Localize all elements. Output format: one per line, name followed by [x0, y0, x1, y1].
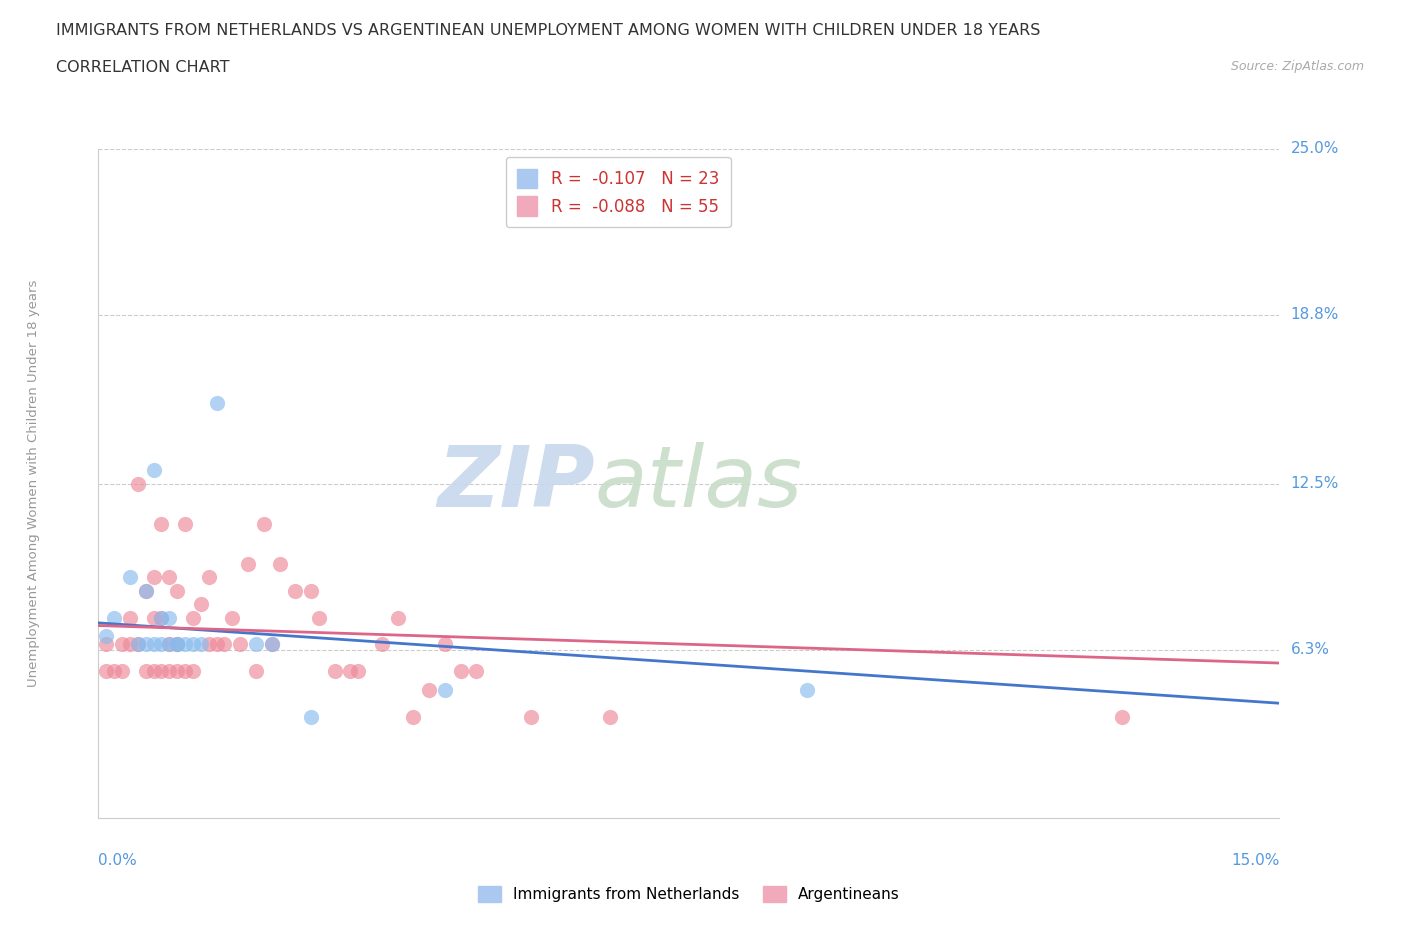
Point — [260, 637, 283, 652]
Point — [166, 637, 188, 652]
Point — [157, 570, 180, 585]
Point — [157, 637, 180, 652]
Point — [245, 664, 267, 679]
Point — [96, 664, 118, 679]
Point — [181, 637, 204, 652]
Point — [166, 637, 188, 652]
Point — [253, 516, 276, 531]
Point — [450, 664, 472, 679]
Point — [339, 664, 361, 679]
Point — [150, 664, 173, 679]
Text: CORRELATION CHART: CORRELATION CHART — [56, 60, 229, 75]
Point — [269, 556, 291, 571]
Point — [174, 637, 197, 652]
Point — [402, 710, 425, 724]
Point — [205, 637, 228, 652]
Point — [520, 710, 543, 724]
Point — [433, 683, 456, 698]
Point — [418, 683, 440, 698]
Point — [166, 637, 188, 652]
Point — [142, 463, 165, 478]
Point — [142, 637, 165, 652]
Point — [127, 637, 149, 652]
Point — [135, 583, 157, 598]
Point — [197, 637, 219, 652]
Point — [181, 610, 204, 625]
Point — [157, 637, 180, 652]
Point — [142, 570, 165, 585]
Text: 12.5%: 12.5% — [1291, 476, 1339, 491]
Point — [371, 637, 394, 652]
Point — [433, 637, 456, 652]
Legend: R =  -0.107   N = 23, R =  -0.088   N = 55: R = -0.107 N = 23, R = -0.088 N = 55 — [506, 157, 731, 227]
Point — [284, 583, 307, 598]
Point — [150, 610, 173, 625]
Point — [323, 664, 346, 679]
Point — [135, 637, 157, 652]
Point — [135, 583, 157, 598]
Text: ZIP: ZIP — [437, 442, 595, 525]
Point — [157, 610, 180, 625]
Point — [96, 637, 118, 652]
Text: 18.8%: 18.8% — [1291, 307, 1339, 323]
Point — [299, 710, 322, 724]
Point — [135, 664, 157, 679]
Point — [347, 664, 370, 679]
Point — [142, 664, 165, 679]
Point — [299, 583, 322, 598]
Text: IMMIGRANTS FROM NETHERLANDS VS ARGENTINEAN UNEMPLOYMENT AMONG WOMEN WITH CHILDRE: IMMIGRANTS FROM NETHERLANDS VS ARGENTINE… — [56, 23, 1040, 38]
Text: 0.0%: 0.0% — [98, 853, 138, 868]
Point — [308, 610, 330, 625]
Point — [111, 637, 134, 652]
Point — [260, 637, 283, 652]
Point — [96, 629, 118, 644]
Point — [387, 610, 409, 625]
Point — [190, 597, 212, 612]
Text: Unemployment Among Women with Children Under 18 years: Unemployment Among Women with Children U… — [27, 280, 39, 687]
Point — [236, 556, 259, 571]
Point — [150, 610, 173, 625]
Point — [150, 516, 173, 531]
Point — [205, 396, 228, 411]
Legend: Immigrants from Netherlands, Argentineans: Immigrants from Netherlands, Argentinean… — [472, 880, 905, 909]
Point — [103, 664, 125, 679]
Point — [111, 664, 134, 679]
Point — [142, 610, 165, 625]
Point — [118, 570, 141, 585]
Point — [214, 637, 236, 652]
Text: 25.0%: 25.0% — [1291, 141, 1339, 156]
Point — [1111, 710, 1133, 724]
Point — [166, 664, 188, 679]
Point — [245, 637, 267, 652]
Point — [197, 570, 219, 585]
Point — [166, 583, 188, 598]
Point — [118, 637, 141, 652]
Point — [599, 710, 621, 724]
Text: Source: ZipAtlas.com: Source: ZipAtlas.com — [1230, 60, 1364, 73]
Point — [174, 516, 197, 531]
Point — [150, 637, 173, 652]
Point — [118, 610, 141, 625]
Point — [221, 610, 243, 625]
Point — [103, 610, 125, 625]
Point — [181, 664, 204, 679]
Point — [190, 637, 212, 652]
Text: 15.0%: 15.0% — [1232, 853, 1279, 868]
Point — [796, 683, 818, 698]
Text: atlas: atlas — [595, 442, 803, 525]
Point — [127, 637, 149, 652]
Point — [127, 476, 149, 491]
Text: 6.3%: 6.3% — [1291, 642, 1330, 658]
Point — [174, 664, 197, 679]
Point — [157, 664, 180, 679]
Point — [229, 637, 252, 652]
Point — [465, 664, 488, 679]
